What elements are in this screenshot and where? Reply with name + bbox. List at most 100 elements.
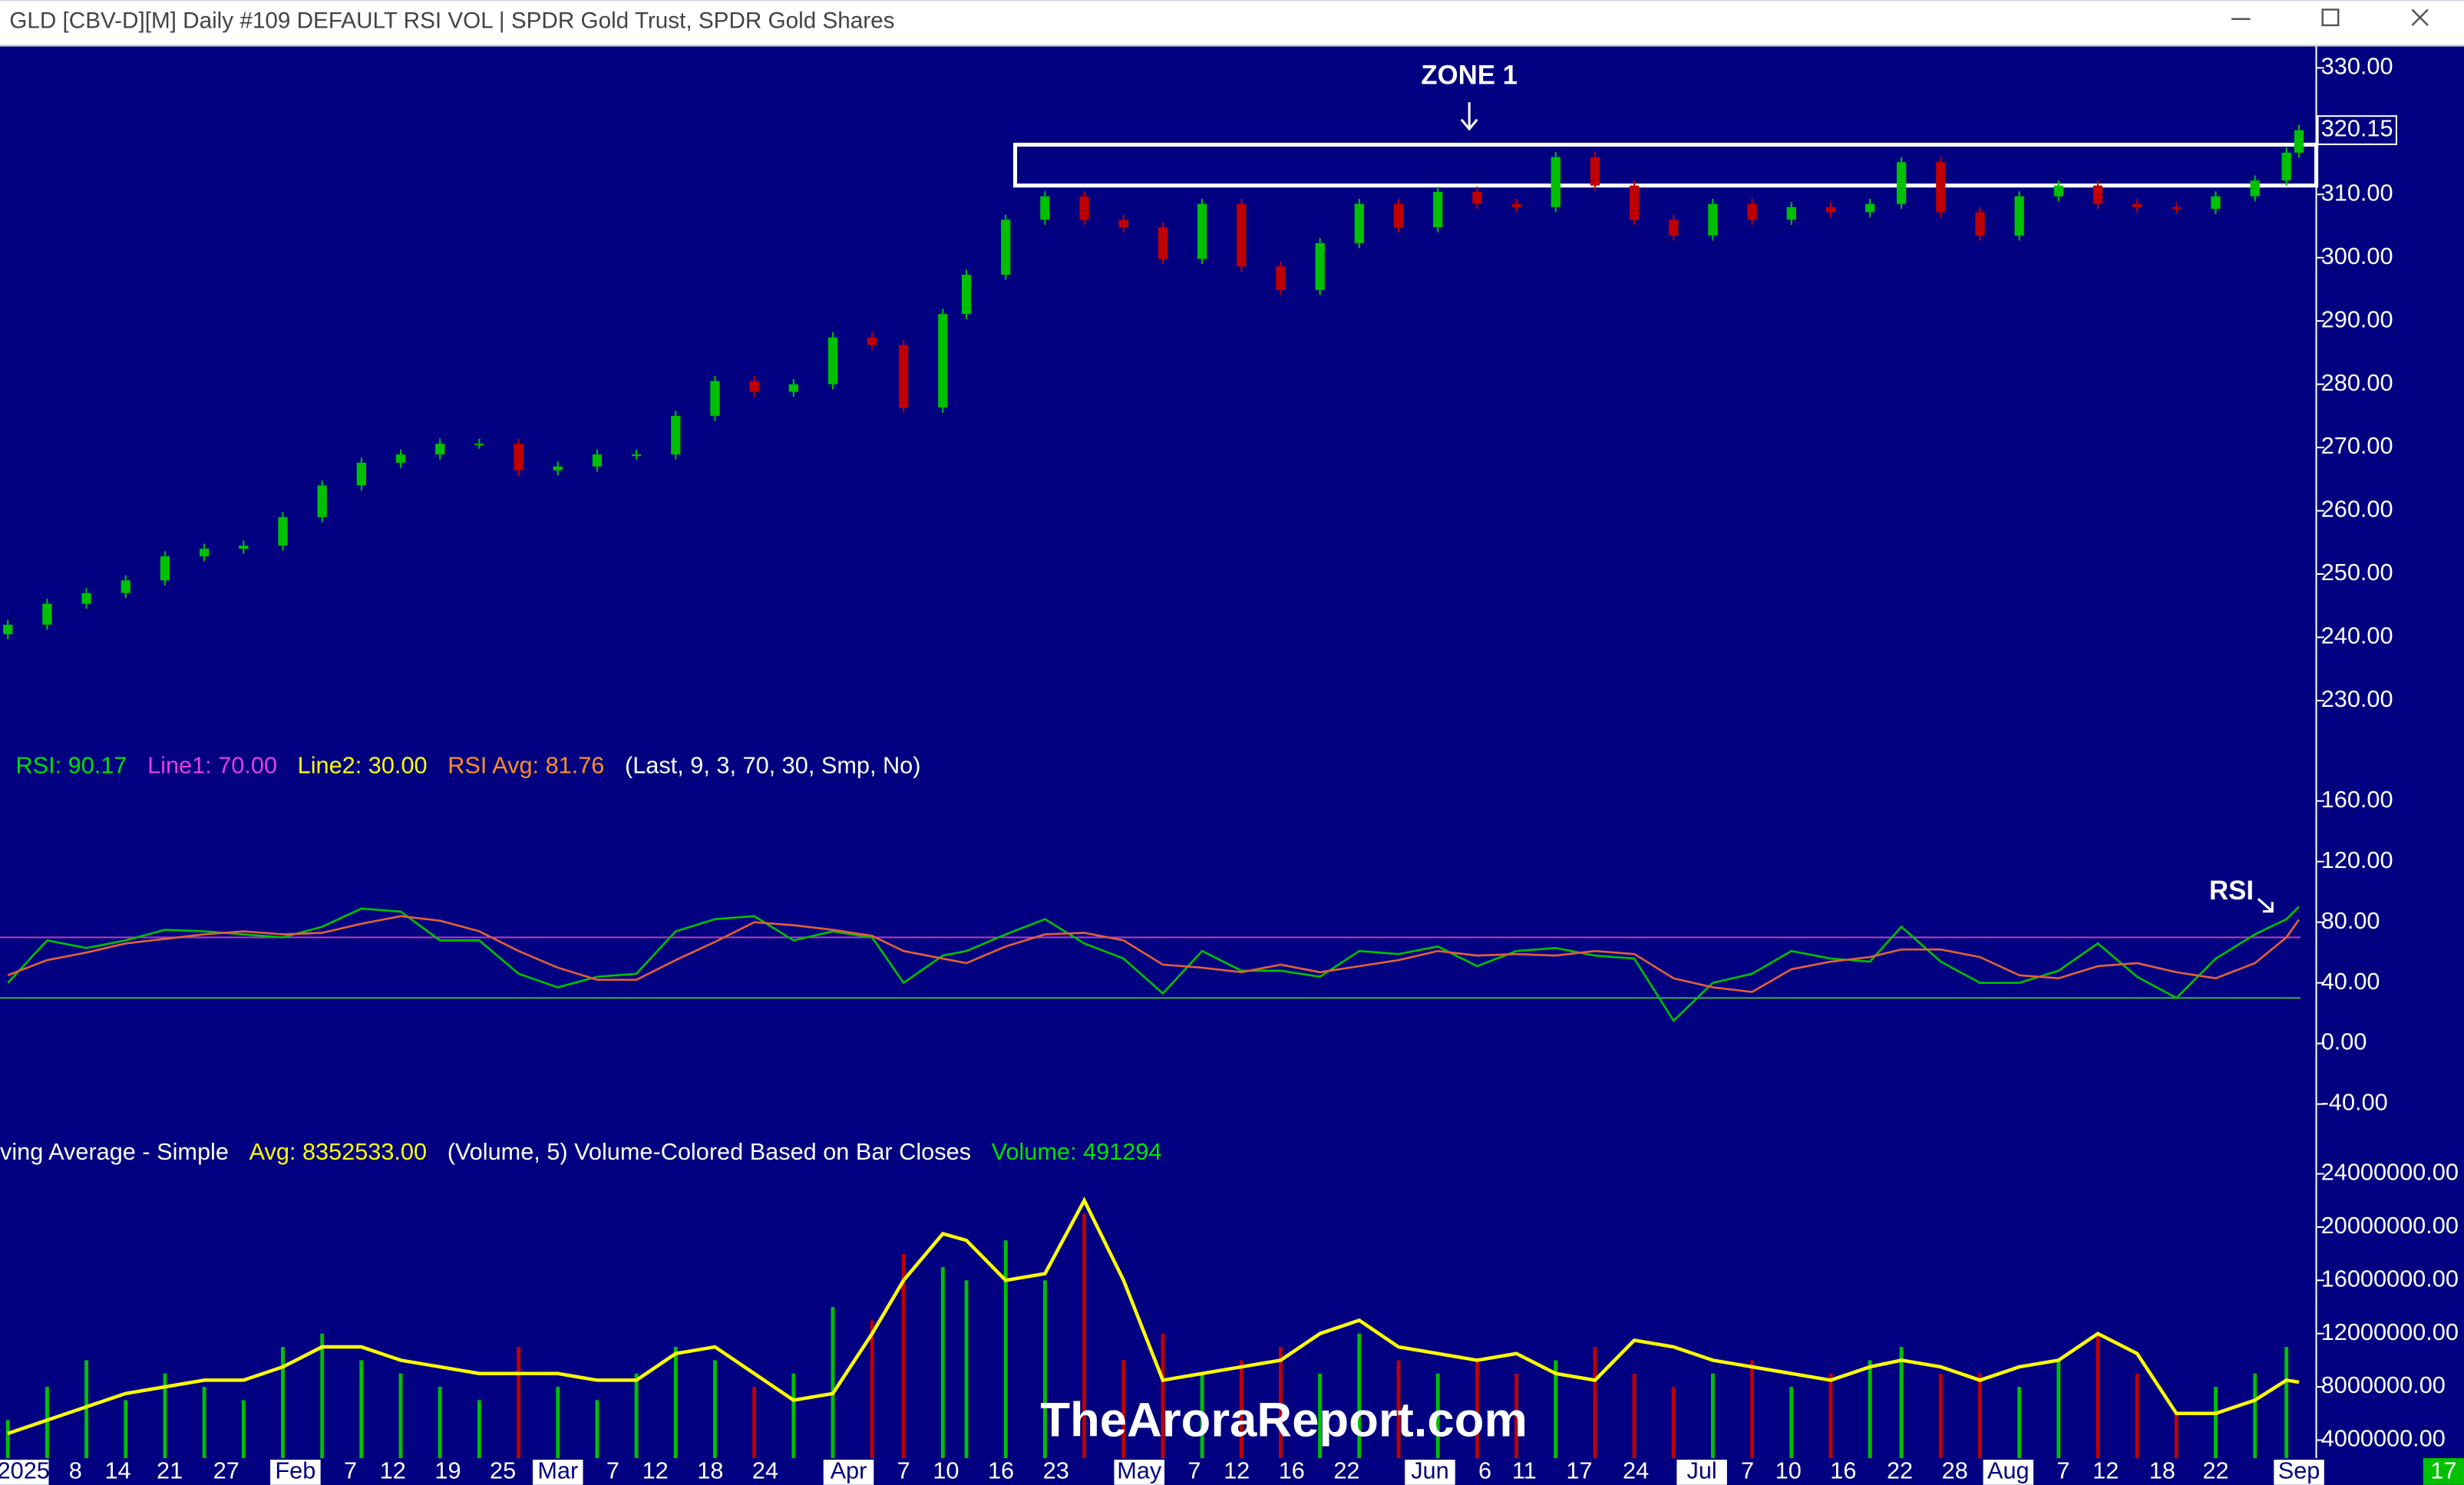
candle-body bbox=[938, 314, 948, 408]
candle-body bbox=[121, 580, 130, 593]
x-month-label: Feb bbox=[275, 1457, 315, 1484]
candle-body bbox=[1708, 203, 1718, 236]
last-price-label: 320.15 bbox=[2321, 115, 2393, 142]
volume-bar bbox=[1121, 1360, 1126, 1458]
y-tick-label: 40.00 bbox=[2321, 968, 2380, 995]
volume-bar bbox=[1632, 1373, 1637, 1458]
volume-bar bbox=[438, 1387, 442, 1458]
maximize-button[interactable] bbox=[2321, 8, 2340, 27]
y-tick-label: 80.00 bbox=[2321, 907, 2380, 934]
legend-text: Line2: 30.00 bbox=[298, 751, 428, 778]
candle-body bbox=[395, 454, 406, 463]
volume-bar bbox=[281, 1347, 285, 1458]
y-tick-label: 20000000.00 bbox=[2321, 1212, 2459, 1239]
volume-bar bbox=[2096, 1333, 2100, 1458]
candle-body bbox=[514, 444, 524, 470]
volume-bar bbox=[1671, 1387, 1676, 1458]
window-title: GLD [CBV-D][M] Daily #109 DEFAULT RSI VO… bbox=[9, 8, 894, 34]
volume-bar bbox=[940, 1266, 945, 1458]
candle-body bbox=[239, 545, 249, 549]
volume-bar bbox=[2017, 1387, 2022, 1458]
y-tick-label: 8000000.00 bbox=[2321, 1371, 2446, 1398]
candle-body bbox=[1079, 196, 1089, 220]
candle-body bbox=[710, 381, 720, 416]
y-tick-label: 330.00 bbox=[2321, 53, 2393, 80]
volume-bar bbox=[556, 1387, 560, 1458]
volume-bar bbox=[1828, 1373, 1833, 1458]
volume-bar bbox=[1161, 1333, 1165, 1458]
candle-body bbox=[2172, 206, 2182, 210]
x-tick-label: 21 bbox=[157, 1457, 183, 1484]
zone-box bbox=[1012, 142, 2319, 188]
volume-bar bbox=[84, 1360, 89, 1458]
volume-bar bbox=[1789, 1387, 1794, 1458]
month-box bbox=[0, 1460, 49, 1485]
y-tick-label: 24000000.00 bbox=[2321, 1159, 2459, 1186]
x-tick-label: 14 bbox=[104, 1457, 130, 1484]
volume-bar bbox=[398, 1373, 403, 1458]
x-tick-label: 10 bbox=[933, 1457, 959, 1484]
x-tick-label: 19 bbox=[434, 1457, 461, 1484]
candle-body bbox=[631, 454, 642, 457]
volume-bar bbox=[1200, 1373, 1204, 1458]
y-tick-label: 250.00 bbox=[2321, 559, 2393, 586]
candle-body bbox=[435, 444, 445, 455]
month-box bbox=[270, 1460, 321, 1485]
volume-bar bbox=[1279, 1347, 1283, 1458]
x-month-label: Mar bbox=[537, 1457, 578, 1484]
candle-body bbox=[749, 381, 759, 392]
candle-body bbox=[961, 275, 972, 315]
candle-body bbox=[1315, 243, 1325, 290]
volume-bar bbox=[2214, 1387, 2218, 1458]
volume-bar bbox=[673, 1347, 678, 1458]
volume-bar bbox=[595, 1400, 599, 1458]
volume-bar bbox=[320, 1333, 325, 1458]
candle-body bbox=[1936, 162, 1946, 213]
volume-bar bbox=[1082, 1213, 1087, 1458]
y-tick-label: 290.00 bbox=[2321, 305, 2393, 332]
title-bar bbox=[0, 0, 2464, 46]
volume-bar bbox=[2174, 1413, 2178, 1458]
candle-body bbox=[1786, 206, 1796, 220]
x-tick-label: 6 bbox=[1478, 1457, 1491, 1484]
x-month-label: Jun bbox=[1411, 1457, 1448, 1484]
y-tick-label: 0.00 bbox=[2321, 1028, 2367, 1055]
volume-bar bbox=[359, 1360, 364, 1458]
candle-body bbox=[278, 516, 288, 546]
candle-body bbox=[1433, 192, 1443, 228]
volume-bar bbox=[1514, 1373, 1518, 1458]
candle-body bbox=[1393, 203, 1404, 228]
volume-bar bbox=[124, 1400, 128, 1458]
volume-average-line bbox=[7, 1196, 2300, 1435]
candle-body bbox=[2250, 180, 2260, 196]
volume-bar bbox=[2056, 1360, 2061, 1458]
candle-body bbox=[1158, 227, 1168, 259]
candle-body bbox=[1040, 196, 1050, 220]
volume-bar bbox=[1475, 1360, 1479, 1458]
rsi-line bbox=[7, 915, 2301, 993]
candle-body bbox=[474, 444, 484, 446]
volume-bar bbox=[713, 1360, 717, 1458]
y-tick-label: 240.00 bbox=[2321, 622, 2393, 649]
y-tick-label: 230.00 bbox=[2321, 685, 2393, 712]
volume-bar bbox=[2253, 1373, 2258, 1458]
last-price-box bbox=[2317, 115, 2397, 146]
y-tick-label: 300.00 bbox=[2321, 243, 2393, 269]
watermark: TheAroraReport.com bbox=[1040, 1394, 1528, 1447]
month-box bbox=[1405, 1460, 1455, 1485]
month-box bbox=[532, 1460, 583, 1485]
legend-text: Avg: 8352533.00 bbox=[249, 1138, 428, 1165]
x-tick-label: 23 bbox=[1043, 1457, 1069, 1484]
close-button[interactable] bbox=[2411, 8, 2429, 26]
candle-body bbox=[1975, 212, 1985, 236]
axes: 230.00240.00250.00260.00270.00280.00290.… bbox=[0, 53, 2459, 1485]
volume-bar bbox=[1003, 1240, 1008, 1458]
month-box bbox=[1983, 1460, 2034, 1485]
candle-body bbox=[1669, 219, 1679, 236]
y-tick-label: 4000000.00 bbox=[2321, 1425, 2446, 1452]
corner-label: 17 bbox=[2430, 1457, 2456, 1484]
volume-bar bbox=[202, 1387, 206, 1458]
volume-bar bbox=[1554, 1360, 1558, 1458]
